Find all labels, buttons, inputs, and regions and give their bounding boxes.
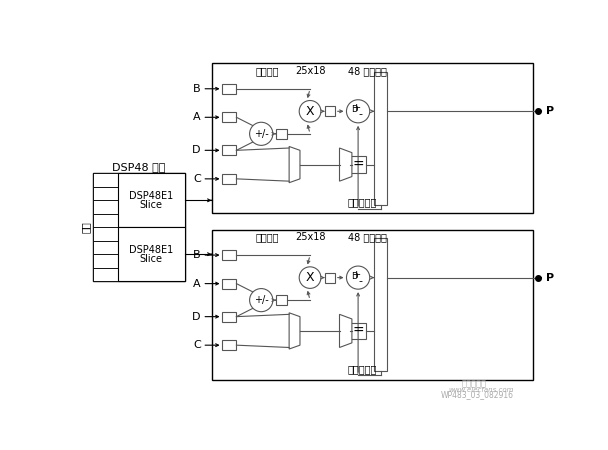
- Text: D: D: [192, 145, 201, 155]
- Text: 48 位累加器: 48 位累加器: [348, 232, 387, 242]
- Bar: [212, 63, 533, 213]
- Text: 模式检测器: 模式检测器: [347, 198, 377, 207]
- Text: +/-: +/-: [254, 129, 269, 139]
- Text: P: P: [545, 273, 554, 283]
- Text: Slice: Slice: [140, 254, 163, 264]
- Circle shape: [299, 100, 321, 122]
- Text: +: +: [352, 270, 361, 279]
- Circle shape: [250, 288, 273, 312]
- Text: -: -: [359, 109, 362, 119]
- Circle shape: [347, 100, 370, 123]
- Text: D: D: [351, 271, 358, 280]
- Bar: [375, 238, 387, 371]
- Text: Slice: Slice: [140, 200, 163, 210]
- Bar: [223, 312, 237, 322]
- Bar: [223, 112, 237, 122]
- Bar: [93, 173, 118, 187]
- Text: 模式检测器: 模式检测器: [347, 364, 377, 374]
- Text: A: A: [193, 112, 201, 122]
- Text: DSP48 模块: DSP48 模块: [112, 162, 165, 172]
- Text: WP483_03_082916: WP483_03_082916: [441, 391, 514, 400]
- Bar: [93, 173, 184, 281]
- Polygon shape: [289, 147, 300, 183]
- Polygon shape: [339, 315, 352, 347]
- Bar: [118, 227, 184, 281]
- Bar: [325, 273, 335, 283]
- Bar: [93, 200, 118, 214]
- Text: www.elecfans.com: www.elecfans.com: [448, 387, 514, 393]
- Bar: [223, 174, 237, 184]
- Text: +: +: [352, 103, 361, 113]
- Bar: [325, 106, 335, 116]
- Polygon shape: [339, 148, 352, 181]
- Bar: [276, 129, 287, 139]
- Text: D: D: [192, 312, 201, 322]
- Text: B: B: [193, 250, 201, 260]
- Text: D: D: [351, 105, 358, 114]
- Text: 互联: 互联: [81, 221, 91, 233]
- Text: =: =: [352, 324, 364, 338]
- Bar: [93, 227, 118, 241]
- Bar: [223, 250, 237, 260]
- Circle shape: [347, 266, 370, 289]
- Text: DSP48E1: DSP48E1: [129, 191, 173, 202]
- Bar: [223, 84, 237, 94]
- Text: =: =: [352, 158, 364, 171]
- Text: 预加法器: 预加法器: [256, 66, 279, 76]
- Circle shape: [250, 122, 273, 145]
- Text: 25x18: 25x18: [295, 66, 325, 76]
- Bar: [93, 187, 118, 200]
- Bar: [350, 323, 366, 339]
- Bar: [375, 72, 387, 205]
- Bar: [93, 241, 118, 254]
- Bar: [223, 145, 237, 155]
- Bar: [118, 173, 184, 227]
- Bar: [223, 340, 237, 350]
- Polygon shape: [289, 313, 300, 349]
- Bar: [223, 279, 237, 288]
- Text: 电子发烧友: 电子发烧友: [461, 379, 487, 388]
- Bar: [276, 295, 287, 305]
- Text: X: X: [306, 105, 314, 118]
- Text: -: -: [359, 276, 362, 286]
- Bar: [350, 157, 366, 173]
- Text: 25x18: 25x18: [295, 232, 325, 242]
- Bar: [93, 214, 118, 227]
- Text: 48 位累加器: 48 位累加器: [348, 66, 387, 76]
- Text: C: C: [193, 340, 201, 350]
- Bar: [212, 230, 533, 380]
- Text: DSP48E1: DSP48E1: [129, 245, 173, 255]
- Text: 预加法器: 预加法器: [256, 232, 279, 242]
- Circle shape: [299, 267, 321, 288]
- Text: X: X: [306, 271, 314, 284]
- Bar: [93, 254, 118, 268]
- Text: +/-: +/-: [254, 295, 269, 305]
- Bar: [93, 268, 118, 281]
- Text: A: A: [193, 279, 201, 288]
- Text: P: P: [545, 106, 554, 116]
- Text: B: B: [193, 84, 201, 94]
- Text: C: C: [193, 174, 201, 184]
